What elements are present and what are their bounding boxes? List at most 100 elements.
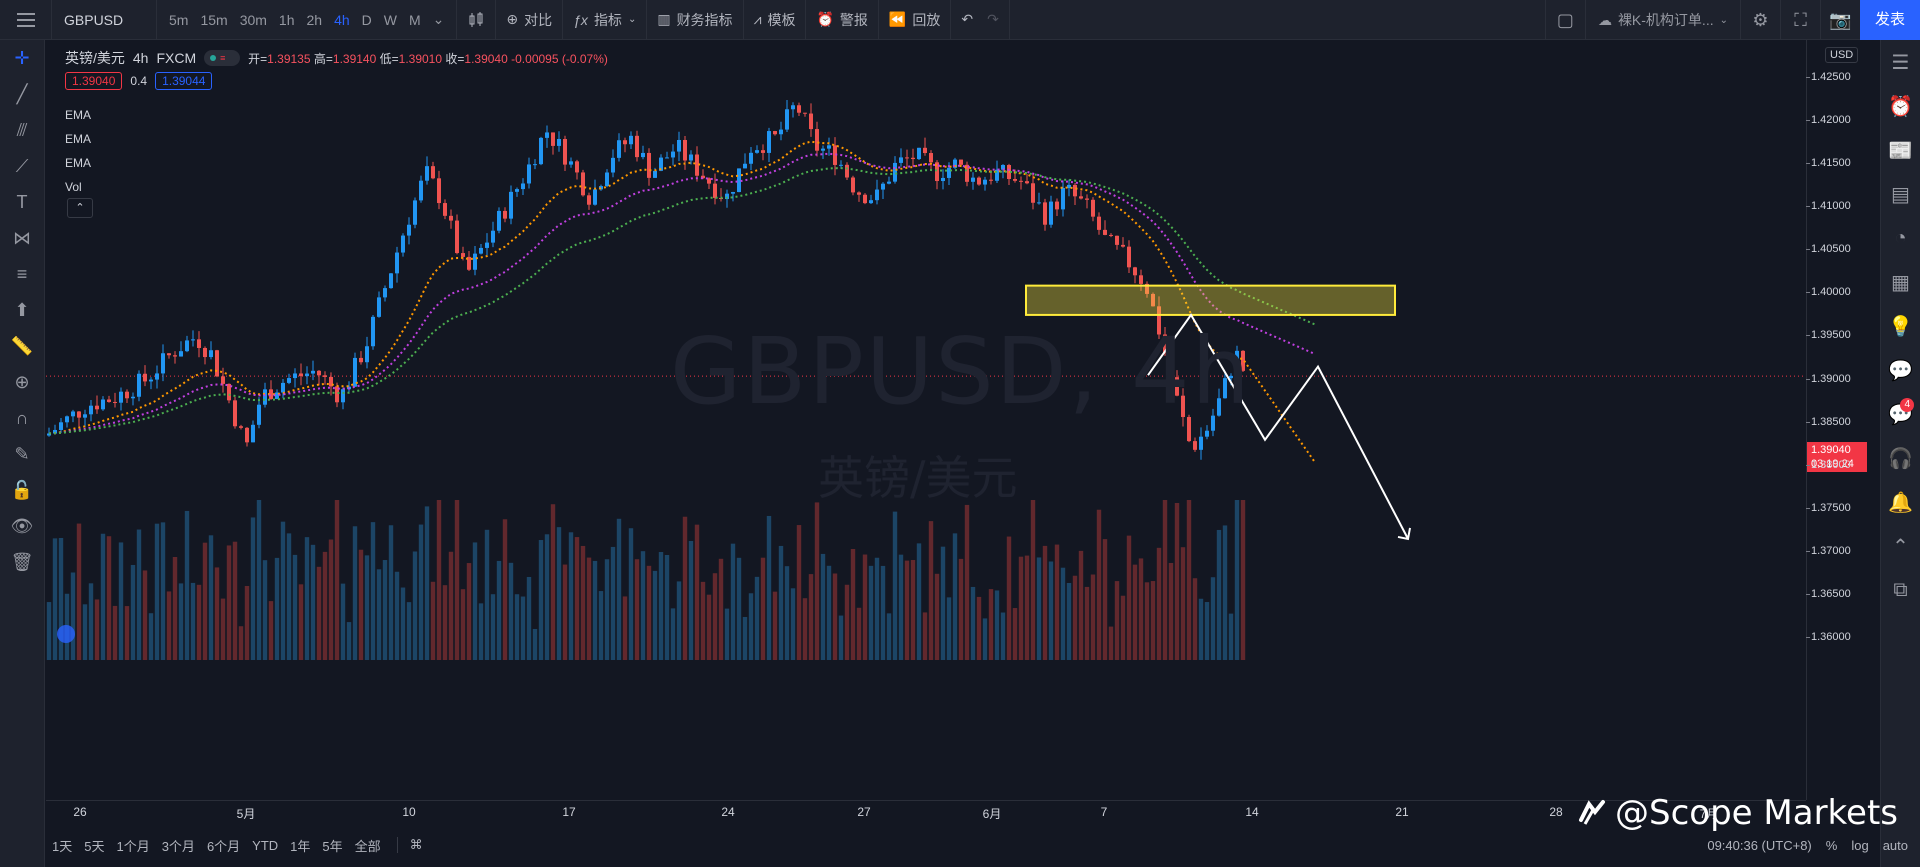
volume-bar [718,558,724,660]
watchlist-icon[interactable]: ☰ [1891,51,1910,74]
candle-body [1013,178,1017,181]
pattern-icon[interactable]: ⟋ [15,155,29,176]
candle-body [743,163,747,169]
pencil-lock-icon[interactable]: ✎ [14,443,30,464]
volume-bar [472,542,478,660]
volume-bar [280,521,286,660]
interval-30m[interactable]: 30m [239,11,267,28]
fullscreen-icon[interactable]: ⛶ [1780,0,1820,40]
calendar-icon[interactable]: ▦ [1891,271,1910,294]
magnet-icon[interactable]: ∩ [15,407,29,428]
undo-icon[interactable]: ↶ [961,11,974,27]
prediction-icon[interactable]: ≡ [16,263,28,284]
range-5年[interactable]: 5年 [322,838,343,854]
interval-2h[interactable]: 2h [306,11,323,28]
expand-icon[interactable]: ⌃ [1892,535,1909,558]
symbol-search[interactable]: GBPUSD [52,0,157,40]
candle-body [629,135,633,145]
market-status-toggle[interactable]: ≡ [204,50,241,66]
publish-button[interactable]: 发表 [1860,0,1920,40]
range-1年[interactable]: 1年 [290,838,311,854]
financials-button[interactable]: ▥ 财务指标 [647,0,744,40]
candle-body [551,132,555,146]
range-6个月[interactable]: 6个月 [206,838,241,854]
goto-date-icon[interactable]: ⌘ [396,837,429,853]
xabcd-icon[interactable]: ⋈ [13,227,31,248]
replay-button[interactable]: ⏪ 回放 [879,0,952,40]
volume-bar [1210,577,1216,660]
alert-button[interactable]: ⏰ 警报 [806,0,879,40]
alarm-clock-icon[interactable]: ⏰ [1888,95,1913,118]
auto-toggle[interactable]: auto [1882,837,1908,853]
range-1个月[interactable]: 1个月 [116,838,150,854]
range-3个月[interactable]: 3个月 [161,838,195,854]
chat-icon[interactable]: 💬 [1888,359,1913,382]
collapse-legend-button[interactable]: ⌃ [67,198,93,218]
range-1天[interactable]: 1天 [52,838,73,854]
sell-price-button[interactable]: 1.39040 [65,72,123,90]
buy-price-button[interactable]: 1.39044 [155,72,213,90]
study-ema-1[interactable]: EMA [65,108,92,122]
text-icon[interactable]: T [16,191,28,212]
bell-icon[interactable]: 🔔 [1888,491,1913,514]
indicators-button[interactable]: ƒx 指标 ⌄ [563,0,648,40]
redo-icon[interactable]: ↷ [987,11,999,27]
clock-time[interactable]: 09:40:36 (UTC+8) [1707,837,1812,853]
fib-icon[interactable]: ⫻ [16,119,28,140]
volume-bar [496,560,502,660]
log-toggle[interactable]: log [1851,837,1869,853]
trend-line-icon[interactable]: ╱ [16,83,28,104]
study-ema-3[interactable]: EMA [65,156,92,170]
fullscreen-select-icon[interactable]: ▢ [1544,0,1585,40]
time-axis[interactable]: 26 5月 10 17 24 27 6月 7 14 21 28 7月 [46,800,1806,822]
candle-body [185,340,189,352]
volume-bar [454,500,460,660]
volume-bar [1078,550,1084,660]
range-5天[interactable]: 5天 [84,838,105,854]
candle-body [263,389,267,405]
legend-symbol-name[interactable]: 英镑/美元 [65,50,125,66]
percent-toggle[interactable]: % [1825,837,1838,853]
candle-body [59,422,63,430]
interval-1h[interactable]: 1h [278,11,295,28]
crosshair-icon[interactable]: ✛ [14,47,30,68]
chart-type-button[interactable] [457,0,497,40]
interval-M[interactable]: M [409,11,421,28]
interval-5m[interactable]: 5m [169,11,189,28]
interval-15m[interactable]: 15m [200,11,228,28]
data-window-icon[interactable]: ▤ [1891,183,1910,206]
study-volume[interactable]: Vol [65,180,82,194]
price-chart[interactable] [46,40,1806,800]
zoom-in-icon[interactable]: ⊕ [14,371,30,392]
chat-notify-icon[interactable]: 💬 4 [1888,398,1914,426]
camera-icon[interactable]: 📷 [1820,0,1860,40]
stream-icon[interactable]: 🎧 [1888,447,1913,470]
interval-D[interactable]: D [361,11,372,28]
menu-button[interactable] [0,0,52,40]
arrow-up-icon[interactable]: ⬆ [14,299,30,320]
compare-button[interactable]: ⊕ 对比 [496,0,564,40]
range-YTD[interactable]: YTD [252,837,279,853]
ideas-icon[interactable]: 💡 [1888,315,1913,338]
volume-bar [508,562,514,660]
settings-gear-icon[interactable]: ⚙ [1740,0,1780,40]
news-icon[interactable]: 📰 [1888,139,1913,162]
trash-icon[interactable]: 🗑 [10,551,34,572]
range-全部[interactable]: 全部 [354,838,381,854]
price-axis[interactable]: USD 1.39040 03:19:24 1.42500 1.42000 1.415… [1806,40,1880,800]
dom-icon[interactable]: ⧉ [1893,578,1908,601]
ruler-icon[interactable]: 📏 [10,335,34,356]
hotlist-icon[interactable]: ◔ [1894,226,1907,249]
interval-4h[interactable]: 4h [334,11,350,28]
interval-W[interactable]: W [383,11,397,28]
layout-selector[interactable]: ☁ 裸K-机构订单... ⌄ [1584,0,1740,40]
lock-icon[interactable]: 🔓 [10,479,34,500]
currency-label[interactable]: USD [1825,47,1859,63]
templates-button[interactable]: ⩘ 模板 [744,0,807,40]
volume-bar [688,540,694,660]
study-ema-2[interactable]: EMA [65,132,92,146]
chevron-up-icon: ⌃ [75,202,85,214]
eye-icon[interactable]: 👁 [10,515,34,536]
volume-bar [382,560,388,660]
chevron-down-icon[interactable]: ⌄ [432,11,445,27]
